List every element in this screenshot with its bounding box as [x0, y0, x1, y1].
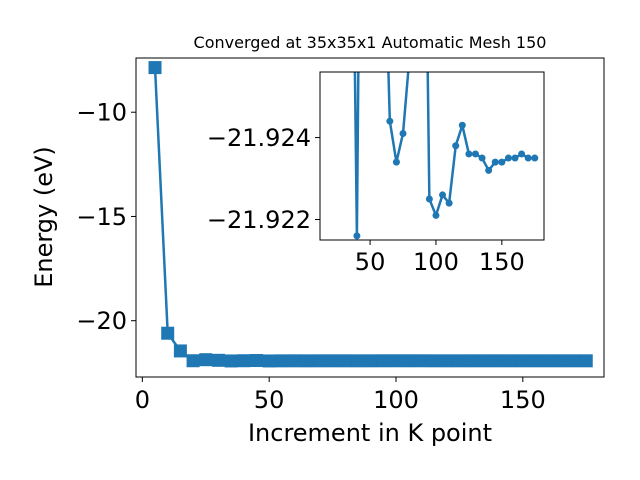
- data-point: [531, 154, 539, 162]
- data-point: [504, 154, 512, 162]
- data-point: [518, 150, 526, 158]
- data-point: [458, 121, 466, 129]
- x-axis-label: Increment in K point: [248, 419, 492, 447]
- main-axes-frame: [135, 57, 605, 378]
- data-point: [262, 354, 276, 368]
- data-point: [364, 354, 378, 368]
- data-point: [579, 354, 593, 368]
- data-point: [313, 354, 327, 368]
- data-point: [386, 117, 394, 125]
- x-tick-label: 100: [373, 386, 419, 414]
- data-point: [524, 154, 532, 162]
- data-point: [300, 354, 314, 368]
- data-point: [445, 199, 453, 207]
- data-point: [389, 354, 403, 368]
- data-point: [425, 195, 433, 203]
- data-point: [414, 354, 428, 368]
- data-point: [567, 354, 581, 368]
- x-tick-label: 50: [254, 386, 285, 414]
- data-point: [353, 232, 361, 240]
- main-plot-area: [148, 61, 593, 368]
- data-point: [399, 129, 407, 137]
- y-tick-label: −10: [76, 99, 127, 127]
- x-tick-label: 150: [500, 386, 546, 414]
- data-point: [554, 354, 568, 368]
- y-tick-label: −15: [76, 203, 127, 231]
- data-point: [485, 166, 493, 174]
- data-point: [471, 150, 479, 158]
- data-point: [503, 354, 517, 368]
- data-point: [392, 158, 400, 166]
- x-tick-label: 100: [413, 248, 459, 276]
- data-point: [490, 354, 504, 368]
- data-point: [161, 326, 175, 340]
- data-point: [199, 353, 213, 367]
- data-point: [288, 354, 302, 368]
- data-point: [275, 354, 289, 368]
- data-point: [148, 61, 162, 75]
- data-point: [465, 150, 473, 158]
- inset-ticks: 50 100 150 −21.924 −21.922: [207, 124, 525, 276]
- inset-plot-area: [353, 72, 539, 240]
- y-tick-label: −21.924: [207, 124, 311, 152]
- data-point: [237, 354, 251, 368]
- data-point: [427, 354, 441, 368]
- data-point: [511, 154, 519, 162]
- x-tick-label: 150: [479, 248, 525, 276]
- data-point: [351, 354, 365, 368]
- data-point: [326, 354, 340, 368]
- data-point: [376, 354, 390, 368]
- x-tick-label: 50: [355, 248, 386, 276]
- x-tick-label: 0: [135, 386, 150, 414]
- data-point: [432, 211, 440, 219]
- data-point: [402, 354, 416, 368]
- data-point: [249, 354, 263, 368]
- data-point: [465, 354, 479, 368]
- chart-title: Converged at 35x35x1 Automatic Mesh 150: [194, 33, 547, 52]
- data-point: [186, 354, 200, 368]
- data-point: [439, 191, 447, 199]
- y-axis-label: Energy (eV): [30, 146, 58, 288]
- data-point: [529, 354, 543, 368]
- data-point: [498, 158, 506, 166]
- data-point: [224, 354, 238, 368]
- data-point: [516, 354, 530, 368]
- data-point: [338, 354, 352, 368]
- inset-axes-frame: [319, 71, 545, 241]
- y-tick-label: −21.922: [207, 206, 311, 234]
- data-point: [173, 344, 187, 358]
- y-tick-label: −20: [76, 307, 127, 335]
- main-ticks: 0 50 100 150 −20 −15 −10: [76, 99, 545, 414]
- data-point: [478, 154, 486, 162]
- data-point: [211, 353, 225, 367]
- data-point: [478, 354, 492, 368]
- data-point: [491, 158, 499, 166]
- data-point: [440, 354, 454, 368]
- data-point: [452, 354, 466, 368]
- data-point: [541, 354, 555, 368]
- data-point: [452, 142, 460, 150]
